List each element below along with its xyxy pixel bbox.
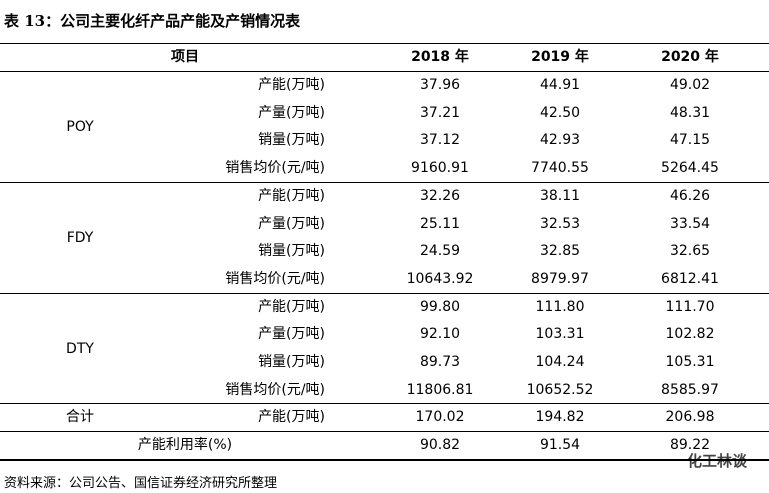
cell-value: 10652.52 — [526, 381, 594, 398]
cell-value: 38.11 — [539, 187, 581, 204]
cell-value: 91.54 — [539, 437, 581, 454]
cell-value: 90.82 — [419, 437, 461, 454]
cell-value: 37.21 — [419, 104, 461, 121]
row-label: 销售均价(元/吨) — [225, 381, 325, 398]
cell-value: 170.02 — [415, 409, 465, 426]
cell-value: 46.26 — [669, 187, 711, 204]
watermark: 化工林谈 — [686, 452, 747, 470]
cell-value: 194.82 — [535, 409, 585, 426]
cell-value: 49.02 — [669, 77, 711, 93]
row-label: 产能利用率(%) — [137, 437, 233, 454]
cell-value: 42.93 — [539, 132, 581, 149]
header-cell: 项目 — [171, 49, 199, 65]
cell-value: 111.70 — [665, 298, 715, 315]
cell-value: 11806.81 — [406, 381, 474, 398]
row-label: 销量(万吨) — [258, 132, 325, 149]
group-label: 合计 — [66, 409, 94, 426]
rule-line — [0, 71, 769, 72]
cell-value: 89.22 — [669, 437, 711, 454]
cell-value: 105.31 — [665, 354, 715, 370]
row-label: 销售均价(元/吨) — [225, 160, 325, 177]
cell-value: 42.50 — [539, 104, 581, 121]
table-title: 表 13：公司主要化纤产品产能及产销情况表 — [4, 12, 301, 30]
cell-value: 32.85 — [539, 243, 581, 260]
cell-value: 33.54 — [669, 215, 711, 232]
rule-line — [0, 182, 769, 183]
cell-value: 92.10 — [419, 326, 461, 343]
row-label: 销售均价(元/吨) — [225, 270, 325, 287]
row-label: 产能(万吨) — [258, 298, 325, 315]
cell-value: 5264.45 — [661, 160, 719, 177]
cell-value: 32.26 — [419, 187, 461, 204]
group-label: FDY — [66, 229, 94, 246]
cell-value: 99.80 — [419, 298, 461, 315]
source-note: 资料来源：公司公告、国信证券经济研究所整理 — [4, 476, 278, 491]
cell-value: 206.98 — [665, 409, 715, 426]
cell-value: 111.80 — [535, 298, 585, 315]
cell-value: 24.59 — [419, 243, 461, 260]
cell-value: 8979.97 — [531, 270, 589, 287]
cell-value: 37.96 — [419, 77, 461, 93]
cell-value: 6812.41 — [661, 270, 719, 287]
cell-value: 103.31 — [535, 326, 585, 343]
cell-value: 104.24 — [535, 354, 585, 370]
row-label: 销量(万吨) — [258, 243, 325, 260]
rule-line — [0, 293, 769, 294]
cell-value: 47.15 — [669, 132, 711, 149]
rule-line — [0, 403, 769, 404]
row-label: 产能(万吨) — [258, 409, 325, 426]
row-label: 销量(万吨) — [258, 354, 325, 370]
cell-value: 37.12 — [419, 132, 461, 149]
row-label: 产量(万吨) — [258, 326, 325, 343]
row-label: 产量(万吨) — [258, 104, 325, 121]
row-label: 产能(万吨) — [258, 187, 325, 204]
cell-value: 102.82 — [665, 326, 715, 343]
cell-value: 7740.55 — [531, 160, 589, 177]
row-label: 产量(万吨) — [258, 215, 325, 232]
rule-line — [0, 459, 769, 461]
rule-line — [0, 43, 769, 44]
cell-value: 8585.97 — [661, 381, 719, 398]
cell-value: 48.31 — [669, 104, 711, 121]
cell-value: 32.53 — [539, 215, 581, 232]
header-cell: 2018 年 — [411, 49, 469, 65]
row-label: 产能(万吨) — [258, 77, 325, 93]
cell-value: 9160.91 — [411, 160, 469, 177]
header-cell: 2020 年 — [661, 49, 719, 65]
rule-line — [0, 431, 769, 432]
cell-value: 32.65 — [669, 243, 711, 260]
header-cell: 2019 年 — [531, 49, 589, 65]
group-label: POY — [66, 118, 94, 135]
group-label: DTY — [66, 340, 94, 357]
cell-value: 44.91 — [539, 77, 581, 93]
cell-value: 10643.92 — [406, 270, 474, 287]
cell-value: 25.11 — [419, 215, 461, 232]
cell-value: 89.73 — [419, 354, 461, 370]
